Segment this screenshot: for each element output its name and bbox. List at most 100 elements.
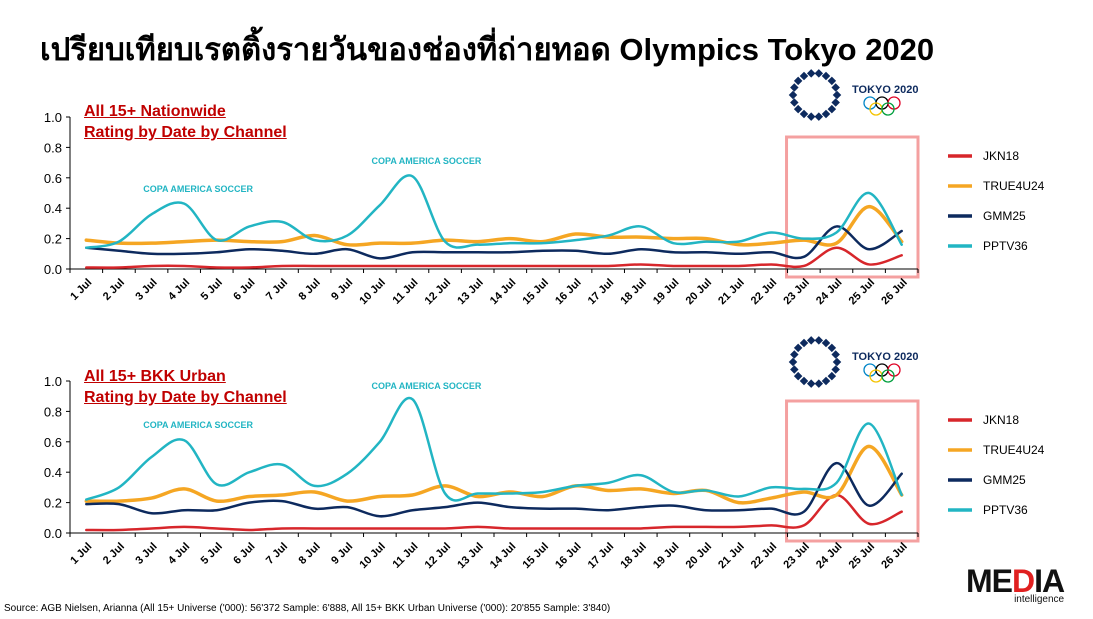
x-tick-label: 19 Jul [651,541,682,572]
x-tick-label: 12 Jul [423,277,454,308]
y-tick-label: 0.6 [44,171,62,186]
series-line-GMM25 [85,225,903,260]
y-tick-label: 0.0 [44,262,62,277]
chart-1: TOKYO 2020 0.0 0.2 0.4 0.6 0.8 1.0 1 Jul 2 Jul 3 … [44,69,1045,307]
x-tick-label: 1 Jul [68,541,94,567]
x-tick-label: 11 Jul [390,541,420,571]
x-tick-label: 24 Jul [814,277,845,308]
x-tick-label: 21 Jul [716,541,747,572]
x-tick-label: 23 Jul [781,541,812,572]
x-tick-label: 25 Jul [847,277,878,308]
x-tick-label: 1 Jul [68,277,94,303]
x-tick-label: 21 Jul [716,277,747,308]
annotation-copa-america: COPA AMERICA SOCCER [143,184,253,194]
series-line-TRUE4U24 [84,204,904,247]
annotation-copa-america: COPA AMERICA SOCCER [372,156,482,166]
tokyo-2020-olympic-logo: TOKYO 2020 [788,69,918,121]
y-tick-label: 0.4 [44,465,62,480]
x-tick-label: 3 Jul [133,541,159,567]
series-line-PPTV36 [85,396,903,502]
y-tick-label: 0.8 [44,140,62,155]
legend-label-JKN18: JKN18 [983,149,1019,163]
x-tick-label: 11 Jul [390,277,420,307]
x-tick-label: 26 Jul [879,541,910,572]
x-tick-label: 7 Jul [264,277,290,303]
x-tick-label: 3 Jul [133,277,159,303]
x-tick-label: 2 Jul [101,541,127,567]
chart-2-title-line2: Rating by Date by Channel [84,389,287,406]
x-tick-label: 26 Jul [879,277,910,308]
y-tick-label: 0.4 [44,201,62,216]
series-line-JKN18 [85,246,903,269]
chart-1-title-line2: Rating by Date by Channel [84,124,287,141]
chart-2-title: All 15+ BKK Urban Rating by Date by Chan… [84,366,287,408]
x-tick-label: 14 Jul [488,541,519,572]
y-tick-label: 0.2 [44,232,62,247]
legend-label-TRUE4U24: TRUE4U24 [983,179,1045,193]
series-line-GMM25 [85,461,903,518]
x-tick-label: 9 Jul [329,541,355,567]
x-tick-label: 5 Jul [199,277,225,303]
olympic-ring-icon [881,102,895,116]
tokyo-2020-olympic-logo: TOKYO 2020 [788,336,918,388]
x-tick-label: 8 Jul [297,541,323,567]
y-tick-label: 0.6 [44,435,62,450]
x-tick-label: 22 Jul [749,277,780,308]
chart-2: TOKYO 2020 0.0 0.2 0.4 0.6 0.8 1.0 1 Jul 2 Jul 3 … [44,336,1045,571]
legend-label-PPTV36: PPTV36 [983,503,1028,517]
y-tick-label: 1.0 [44,110,62,125]
x-tick-label: 17 Jul [586,541,617,572]
x-tick-label: 8 Jul [297,277,323,303]
olympics-period-highlight [785,399,920,543]
x-tick-label: 10 Jul [357,541,388,572]
x-tick-label: 9 Jul [329,277,355,303]
x-tick-label: 18 Jul [618,277,649,308]
x-tick-label: 22 Jul [749,541,780,572]
annotation-copa-america: COPA AMERICA SOCCER [372,381,482,391]
legend-label-GMM25: GMM25 [983,473,1026,487]
series-line-PPTV36 [85,174,903,249]
y-tick-label: 0.8 [44,404,62,419]
y-tick-label: 1.0 [44,374,62,389]
x-tick-label: 14 Jul [488,277,519,308]
x-tick-label: 20 Jul [684,541,715,572]
x-tick-label: 15 Jul [521,277,552,308]
x-tick-label: 20 Jul [684,277,715,308]
chart-1-title-line1: All 15+ Nationwide [84,103,226,120]
tokyo-2020-text: TOKYO 2020 [852,84,918,96]
x-tick-label: 16 Jul [553,277,584,308]
x-tick-label: 7 Jul [264,541,290,567]
legend-label-GMM25: GMM25 [983,209,1026,223]
x-tick-label: 13 Jul [455,541,486,572]
legend-label-JKN18: JKN18 [983,413,1019,427]
x-tick-label: 23 Jul [781,277,812,308]
x-tick-label: 16 Jul [553,541,584,572]
x-tick-label: 5 Jul [199,541,225,567]
x-tick-label: 25 Jul [847,541,878,572]
chart-2-title-line1: All 15+ BKK Urban [84,368,226,385]
y-tick-label: 0.2 [44,496,62,511]
x-tick-label: 15 Jul [521,541,552,572]
legend-label-TRUE4U24: TRUE4U24 [983,443,1045,457]
x-tick-label: 19 Jul [651,277,682,308]
logo-subtext: intelligence [1014,594,1065,605]
series-line-JKN18 [85,493,903,532]
x-tick-label: 6 Jul [231,277,257,303]
olympics-period-highlight [785,135,920,279]
x-tick-label: 2 Jul [101,277,127,303]
chart-1-title: All 15+ Nationwide Rating by Date by Cha… [84,101,287,143]
x-tick-label: 10 Jul [357,277,388,308]
x-tick-label: 24 Jul [814,541,845,572]
y-tick-label: 0.0 [44,526,62,541]
source-note: Source: AGB Nielsen, Arianna (All 15+ Un… [4,603,611,614]
x-tick-label: 12 Jul [423,541,454,572]
x-tick-label: 17 Jul [586,277,617,308]
legend-label-PPTV36: PPTV36 [983,239,1028,253]
x-tick-label: 4 Jul [166,541,192,567]
x-tick-label: 4 Jul [166,277,192,303]
page-title: เปรียบเทียบเรตติ้งรายวันของช่องที่ถ่ายทอ… [40,32,935,67]
x-tick-label: 6 Jul [231,541,257,567]
x-tick-label: 13 Jul [455,277,486,308]
